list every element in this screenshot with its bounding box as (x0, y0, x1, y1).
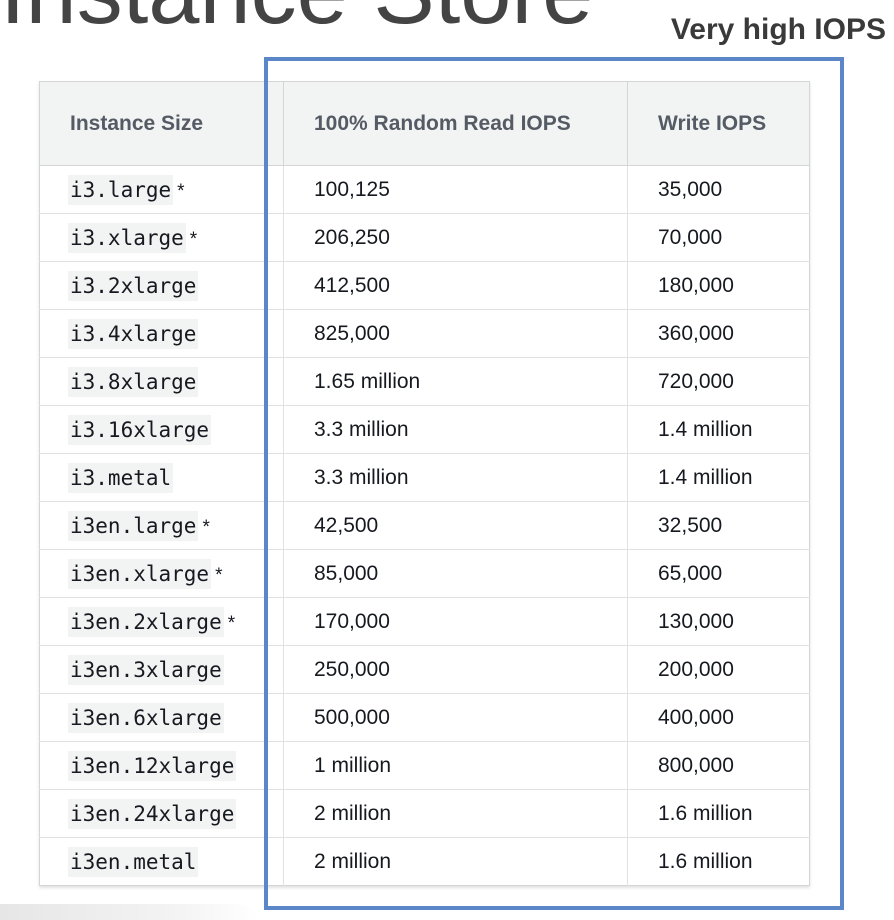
random-read-iops-cell: 170,000 (283, 597, 628, 646)
instance-size-cell: i3en.3xlarge (39, 645, 284, 694)
write-iops-cell: 130,000 (627, 597, 810, 646)
table-row: i3en.24xlarge 2 million 1.6 million (39, 789, 810, 838)
table-row: i3en.large * 42,500 32,500 (39, 501, 810, 550)
write-iops-cell: 1.6 million (658, 849, 753, 873)
write-iops-cell: 400,000 (627, 693, 810, 742)
header-write-iops: Write IOPS (627, 81, 810, 166)
random-read-iops-cell: 2 million (283, 789, 628, 838)
footnote-asterisk: * (227, 612, 236, 634)
table-header-row: Instance Size 100% Random Read IOPS Writ… (39, 81, 810, 166)
footnote-asterisk: * (189, 228, 198, 250)
write-iops-cell: 200,000 (627, 645, 810, 694)
instance-size-cell: i3.8xlarge (39, 357, 284, 406)
instance-size-code: i3.8xlarge (68, 366, 199, 397)
table-row: i3.metal 3.3 million 1.4 million (39, 453, 810, 502)
instance-size-cell: i3.xlarge * (39, 213, 284, 262)
write-iops-cell: 1.6 million (627, 789, 810, 838)
instance-size-code: i3.2xlarge (68, 270, 199, 301)
random-read-iops-cell: 1.65 million (283, 357, 628, 406)
write-iops-cell: 1.4 million (627, 405, 810, 454)
instance-size-code: i3.xlarge (68, 222, 186, 253)
random-read-iops-cell: 42,500 (283, 501, 628, 550)
instance-size-cell: i3en.12xlarge (39, 741, 284, 790)
table-row: i3.xlarge * 206,250 70,000 (39, 213, 810, 262)
random-read-iops-cell: 825,000 (283, 309, 628, 358)
table-row: i3en.2xlarge * 170,000 130,000 (39, 597, 810, 646)
table-row: i3en.3xlarge 250,000 200,000 (39, 645, 810, 694)
instance-size-cell: i3en.metal (39, 837, 284, 886)
footnote-asterisk: * (177, 180, 185, 202)
instance-size-cell: i3.4xlarge (39, 309, 284, 358)
table-row: i3.4xlarge 825,000 360,000 (39, 309, 810, 358)
write-iops-cell: 65,000 (627, 549, 810, 598)
random-read-iops-cell: 2 million (283, 837, 628, 886)
instance-size-code: i3en.24xlarge (68, 798, 237, 829)
footnote-asterisk: * (202, 516, 210, 538)
random-read-iops-cell: 100,125 (283, 165, 628, 214)
write-iops-cell: 360,000 (627, 309, 810, 358)
write-iops-cell: 800,000 (627, 741, 810, 790)
random-read-iops-cell: 250,000 (283, 645, 628, 694)
instance-size-code: i3.16xlarge (68, 414, 212, 445)
instance-size-cell: i3.large * (39, 165, 284, 214)
instance-size-code: i3en.12xlarge (68, 750, 237, 781)
random-read-iops-cell: 500,000 (283, 693, 628, 742)
instance-size-cell: i3en.large * (39, 501, 284, 550)
footnote-asterisk: * (215, 564, 223, 586)
instance-size-cell: i3en.2xlarge * (39, 597, 284, 646)
table-body: i3.large * 100,125 35,000 i3.xlarge * 206,250 7… (39, 165, 810, 886)
header-instance-size: Instance Size (39, 81, 284, 166)
instance-size-cell: i3en.xlarge * (39, 549, 284, 598)
instance-size-code: i3en.xlarge (68, 558, 212, 589)
instance-size-code: i3.metal (68, 462, 174, 493)
instance-size-code: i3en.6xlarge (68, 702, 224, 733)
instance-size-code: i3en.large (68, 510, 199, 541)
instance-size-cell: i3.2xlarge (39, 261, 284, 310)
iops-table-container: Instance Size 100% Random Read IOPS Writ… (39, 81, 810, 886)
callout-label: Very high IOPS (670, 13, 886, 46)
instance-size-cell: i3en.24xlarge (39, 789, 284, 838)
write-iops-cell: 35,000 (627, 165, 810, 214)
write-iops-cell: 180,000 (627, 261, 810, 310)
table-row: i3en.xlarge * 85,000 65,000 (39, 549, 810, 598)
random-read-iops-cell: 206,250 (283, 213, 628, 262)
instance-size-cell: i3.metal (39, 453, 284, 502)
write-iops-cell: 720,000 (627, 357, 810, 406)
decorative-swoosh (0, 904, 260, 920)
instance-size-code: i3.large (68, 174, 174, 205)
iops-table: Instance Size 100% Random Read IOPS Writ… (39, 81, 810, 886)
instance-size-code: i3en.2xlarge (68, 606, 224, 637)
instance-size-code: i3.4xlarge (68, 318, 199, 349)
instance-size-cell: i3.16xlarge (39, 405, 284, 454)
table-row: i3en.12xlarge 1 million 800,000 (39, 741, 810, 790)
table-row: i3.2xlarge 412,500 180,000 (39, 261, 810, 310)
instance-size-cell: i3en.6xlarge (39, 693, 284, 742)
slide-title: Instance Store (0, 0, 640, 42)
table-row: i3.16xlarge 3.3 million 1.4 million (39, 405, 810, 454)
write-iops-cell: 1.4 million (627, 453, 810, 502)
table-row: i3.large * 100,125 35,000 (39, 165, 810, 214)
table-row: i3.8xlarge 1.65 million 720,000 (39, 357, 810, 406)
table-row: i3en.metal 2 million 1.6 million (39, 837, 810, 886)
random-read-iops-cell: 412,500 (283, 261, 628, 310)
write-iops-cell: 32,500 (627, 501, 810, 550)
random-read-iops-cell: 85,000 (283, 549, 628, 598)
instance-size-code: i3en.metal (68, 846, 199, 877)
table-row: i3en.6xlarge 500,000 400,000 (39, 693, 810, 742)
random-read-iops-cell: 3.3 million (283, 453, 628, 502)
instance-size-code: i3en.3xlarge (68, 654, 224, 685)
header-random-read-iops: 100% Random Read IOPS (283, 81, 628, 166)
write-iops-cell: 70,000 (627, 213, 810, 262)
random-read-iops-cell: 3.3 million (283, 405, 628, 454)
random-read-iops-cell: 1 million (283, 741, 628, 790)
